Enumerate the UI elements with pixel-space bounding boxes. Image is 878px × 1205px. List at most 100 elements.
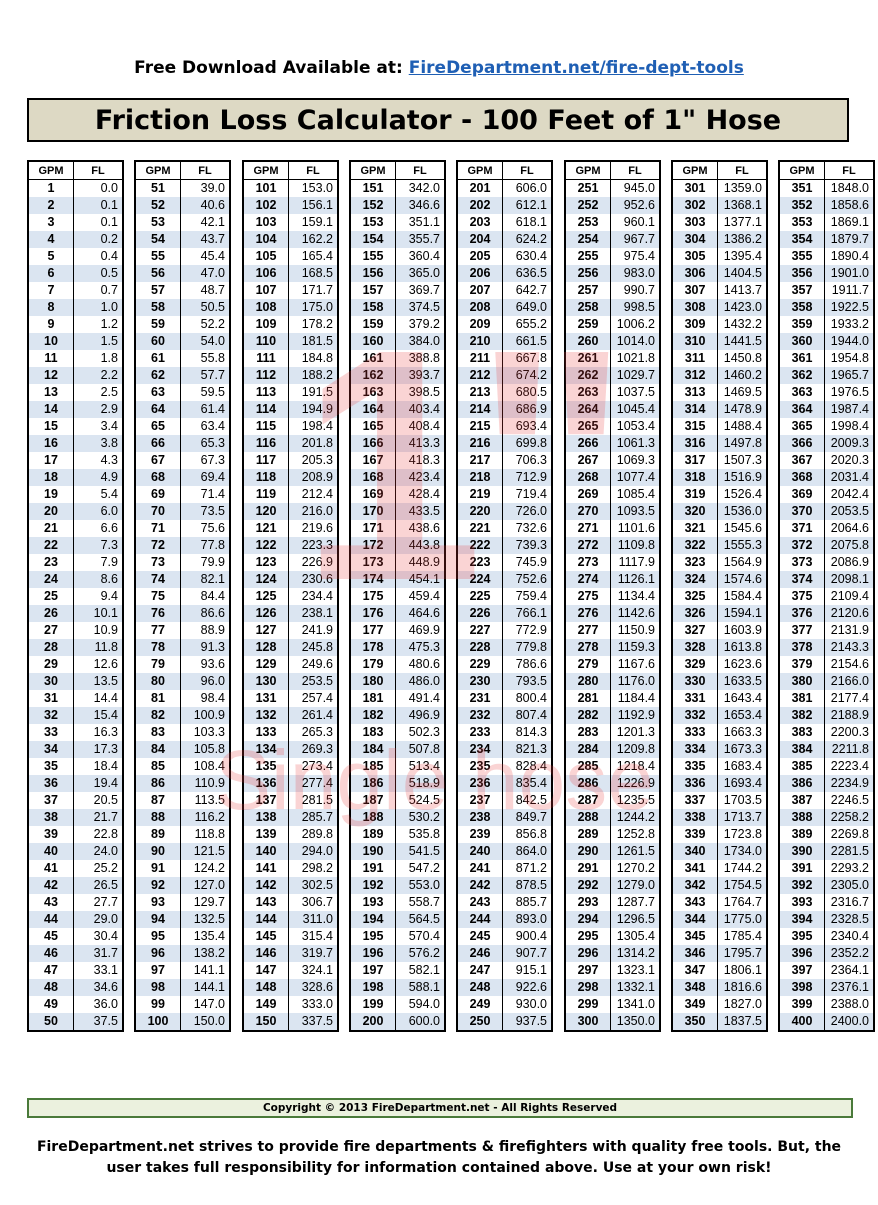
gpm-cell: 92 bbox=[135, 877, 181, 894]
gpm-cell: 358 bbox=[779, 299, 825, 316]
table-row: 153 351.1 bbox=[350, 214, 445, 231]
table-row: 210 661.5 bbox=[457, 333, 552, 350]
gpm-cell: 247 bbox=[469, 963, 491, 977]
fl-cell: 1816.6 bbox=[717, 979, 767, 996]
fl-cell: 3.4 bbox=[73, 418, 123, 435]
gpm-cell: 180 bbox=[350, 673, 396, 690]
fl-cell: 1536.0 bbox=[717, 503, 767, 520]
table-row: 227 772.9 bbox=[457, 622, 552, 639]
fl-cell: 464.6 bbox=[395, 605, 445, 622]
table-row: 387 2246.5 bbox=[779, 792, 874, 809]
gpm-cell: 314 bbox=[672, 401, 718, 418]
gpm-cell: 107 bbox=[255, 283, 277, 297]
gpm-cell: 323 bbox=[684, 555, 706, 569]
fl-cell: 191.5 bbox=[288, 384, 338, 401]
table-row: 377 2131.9 bbox=[779, 622, 874, 639]
fl-cell: 1998.4 bbox=[824, 418, 874, 435]
fl-cell: 127.0 bbox=[180, 877, 230, 894]
fl-cell: 61.4 bbox=[180, 401, 230, 418]
fl-cell: 680.5 bbox=[502, 384, 552, 401]
gpm-cell: 353 bbox=[791, 215, 813, 229]
gpm-cell: 84 bbox=[135, 741, 181, 758]
gpm-cell: 139 bbox=[255, 827, 277, 841]
gpm-cell: 176 bbox=[350, 605, 396, 622]
fl-cell: 1555.3 bbox=[717, 537, 767, 554]
table-row: 94 132.5 bbox=[135, 911, 230, 928]
gpm-cell: 71 bbox=[151, 521, 165, 535]
gpm-cell: 259 bbox=[577, 317, 599, 331]
table-row: 385 2223.4 bbox=[779, 758, 874, 775]
gpm-cell: 194 bbox=[350, 911, 396, 928]
fl-cell: 2376.1 bbox=[824, 979, 874, 996]
gpm-cell: 134 bbox=[243, 741, 289, 758]
table-row: 218 712.9 bbox=[457, 469, 552, 486]
fl-cell: 355.7 bbox=[395, 231, 445, 248]
table-row: 345 1785.4 bbox=[672, 928, 767, 945]
table-row: 115 198.4 bbox=[243, 418, 338, 435]
download-link[interactable]: FireDepartment.net/fire-dept-tools bbox=[408, 58, 744, 78]
fl-cell: 428.4 bbox=[395, 486, 445, 503]
fl-cell: 1126.1 bbox=[610, 571, 660, 588]
gpm-cell: 88 bbox=[135, 809, 181, 826]
fl-cell: 491.4 bbox=[395, 690, 445, 707]
gpm-cell: 249 bbox=[469, 997, 491, 1011]
fl-cell: 1890.4 bbox=[824, 248, 874, 265]
gpm-cell: 153 bbox=[362, 215, 384, 229]
table-row: 237 842.5 bbox=[457, 792, 552, 809]
fl-cell: 661.5 bbox=[502, 333, 552, 350]
fl-cell: 1101.6 bbox=[610, 520, 660, 537]
gpm-cell: 117 bbox=[255, 453, 277, 467]
table-row: 27 10.9 bbox=[28, 622, 123, 639]
gpm-cell: 309 bbox=[684, 317, 706, 331]
gpm-cell: 342 bbox=[672, 877, 718, 894]
table-row: 222 739.3 bbox=[457, 537, 552, 554]
table-row: 149 333.0 bbox=[243, 996, 338, 1013]
table-row: 346 1795.7 bbox=[672, 945, 767, 962]
gpm-cell: 131 bbox=[255, 691, 277, 705]
gpm-header: GPM bbox=[135, 161, 181, 180]
gpm-cell: 175 bbox=[362, 589, 384, 603]
gpm-cell: 182 bbox=[350, 707, 396, 724]
table-row: 54 43.7 bbox=[135, 231, 230, 248]
table-row: 271 1101.6 bbox=[565, 520, 660, 537]
table-row: 262 1029.7 bbox=[565, 367, 660, 384]
gpm-cell: 64 bbox=[135, 401, 181, 418]
table-row: 376 2120.6 bbox=[779, 605, 874, 622]
gpm-cell: 295 bbox=[577, 929, 599, 943]
gpm-cell: 275 bbox=[577, 589, 599, 603]
table-row: 166 413.3 bbox=[350, 435, 445, 452]
gpm-cell: 282 bbox=[565, 707, 611, 724]
gpm-cell: 31 bbox=[44, 691, 58, 705]
fl-cell: 2234.9 bbox=[824, 775, 874, 792]
table-row: 204 624.2 bbox=[457, 231, 552, 248]
fl-cell: 9.4 bbox=[73, 588, 123, 605]
fl-cell: 360.4 bbox=[395, 248, 445, 265]
fl-cell: 907.7 bbox=[502, 945, 552, 962]
fl-cell: 513.4 bbox=[395, 758, 445, 775]
fl-cell: 374.5 bbox=[395, 299, 445, 316]
fl-cell: 337.5 bbox=[288, 1013, 338, 1031]
table-row: 24 8.6 bbox=[28, 571, 123, 588]
gpm-cell: 252 bbox=[565, 197, 611, 214]
gpm-cell: 4 bbox=[28, 231, 74, 248]
table-row: 306 1404.5 bbox=[672, 265, 767, 282]
fl-table-column: GPM FL 151 342.0 152 346.6 153 351.1 154 355.7 155… bbox=[349, 160, 446, 1032]
gpm-cell: 66 bbox=[135, 435, 181, 452]
fl-cell: 147.0 bbox=[180, 996, 230, 1013]
gpm-cell: 303 bbox=[684, 215, 706, 229]
gpm-cell: 325 bbox=[684, 589, 706, 603]
table-row: 172 443.8 bbox=[350, 537, 445, 554]
table-row: 174 454.1 bbox=[350, 571, 445, 588]
table-row: 146 319.7 bbox=[243, 945, 338, 962]
gpm-cell: 128 bbox=[243, 639, 289, 656]
table-row: 8 1.0 bbox=[28, 299, 123, 316]
table-row: 120 216.0 bbox=[243, 503, 338, 520]
fl-cell: 2154.6 bbox=[824, 656, 874, 673]
table-row: 48 34.6 bbox=[28, 979, 123, 996]
gpm-cell: 24 bbox=[28, 571, 74, 588]
table-row: 310 1441.5 bbox=[672, 333, 767, 350]
table-row: 205 630.4 bbox=[457, 248, 552, 265]
gpm-cell: 156 bbox=[350, 265, 396, 282]
gpm-cell: 392 bbox=[779, 877, 825, 894]
gpm-cell: 300 bbox=[565, 1013, 611, 1031]
